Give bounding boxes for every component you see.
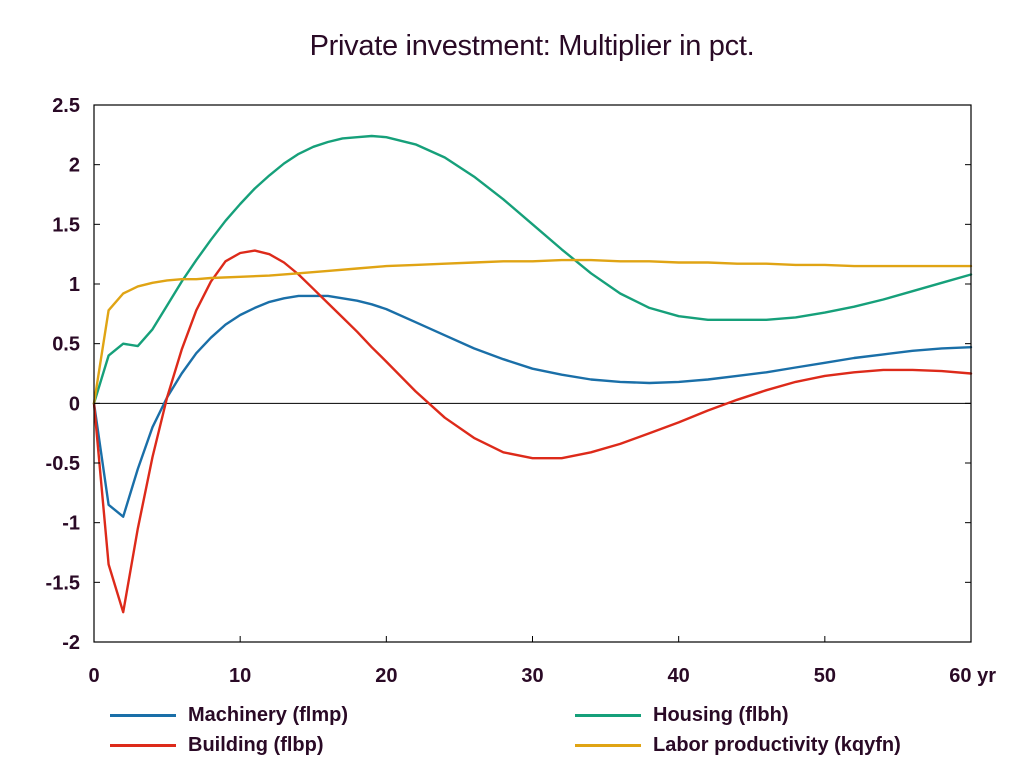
series-line-labor [92,258,973,405]
legend: Machinery (flmp) Housing (flbh) Building… [0,700,1024,770]
chart-title: Private investment: Multiplier in pct. [309,30,755,62]
line-chart: 2.5 2 1.5 1 0.5 0 -0.5 -1 -1.5 -2 0 10 20 30 40 50 60 yr [46,95,997,687]
legend-label-housing: Housing (flbh) [653,703,789,726]
x-tick-label: 20 [375,665,397,687]
x-tick-label: 30 [521,665,543,687]
x-tick-label: 0 [88,665,99,687]
legend-item-machinery: Machinery (flmp) [110,700,348,730]
y-tick-label: -1.5 [46,572,80,594]
y-tick-label: 0.5 [52,334,80,356]
y-tick-label: 2 [69,155,80,177]
legend-swatch-labor-productivity [575,743,641,747]
series-line-machinery [92,294,973,518]
legend-swatch-building [110,743,176,747]
y-tick-label: 1.5 [52,214,80,236]
legend-item-building: Building (flbp) [110,730,324,760]
legend-item-housing: Housing (flbh) [575,700,789,730]
y-tick-label: -2 [62,632,80,654]
legend-swatch-housing [575,713,641,717]
legend-label-labor-productivity: Labor productivity (kqyfn) [653,733,901,756]
legend-label-machinery: Machinery (flmp) [188,703,349,726]
y-tick-label: 2.5 [52,95,80,117]
y-tick-label: 1 [69,274,80,296]
x-tick-label: 50 [814,665,836,687]
x-tick-label: 40 [668,665,690,687]
legend-item-labor-productivity: Labor productivity (kqyfn) [575,730,901,760]
legend-label-building: Building (flbp) [188,733,324,756]
y-tick-label: 0 [69,393,80,415]
y-tick-label: -0.5 [46,453,80,475]
legend-swatch-machinery [110,713,176,717]
y-tick-label: -1 [62,513,80,535]
series-line-building [92,249,973,614]
x-tick-label: 60 yr [949,665,996,687]
series-line-housing [92,134,973,405]
x-tick-label: 10 [229,665,251,687]
